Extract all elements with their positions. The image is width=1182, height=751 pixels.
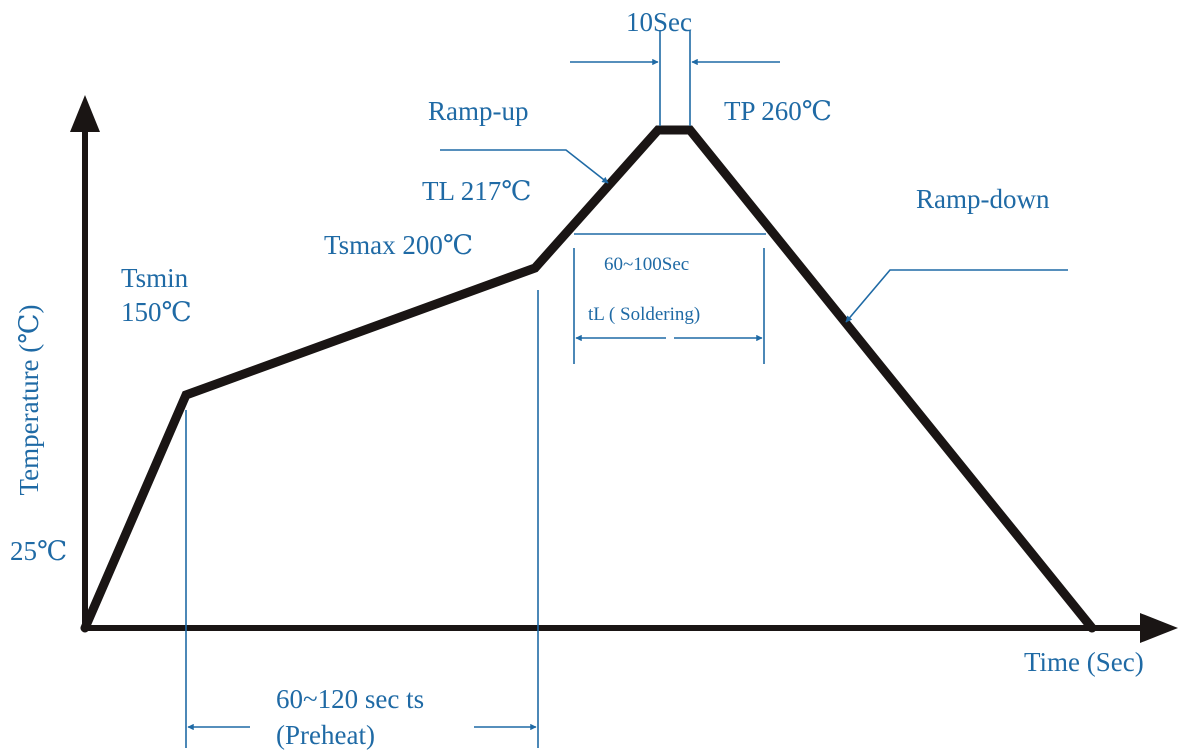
ramp-up-label: Ramp-up xyxy=(428,96,529,126)
preheat-time-label: 60~120 sec ts xyxy=(276,684,424,714)
preheat-name-label: (Preheat) xyxy=(276,720,375,750)
y-axis-arrowhead xyxy=(70,95,100,132)
tp-label: TP 260℃ xyxy=(724,96,832,126)
temperature-profile-curve xyxy=(80,125,1097,633)
tsmin-label-line1: Tsmin xyxy=(121,263,189,293)
liquidus-name-label: tL ( Soldering) xyxy=(588,304,700,325)
x-axis-label: Time (Sec) xyxy=(1024,647,1144,677)
tsmin-label-line2: 150℃ xyxy=(121,297,192,327)
dimension-arrows xyxy=(187,58,1068,731)
ramp-down-label: Ramp-down xyxy=(916,184,1050,214)
y-axis-label: Temperature (℃) xyxy=(14,305,44,496)
ramp-up-leader-arrow xyxy=(440,149,609,184)
liquidus-time-label: 60~100Sec xyxy=(604,254,689,275)
tl-label: TL 217℃ xyxy=(422,176,531,206)
axes xyxy=(70,95,1178,643)
peak-time-label: 10Sec xyxy=(626,7,692,37)
guide-lines xyxy=(185,30,766,748)
tsmax-label: Tsmax 200℃ xyxy=(324,230,473,260)
ramp-down-leader-arrow xyxy=(845,269,1068,323)
x-axis-arrowhead xyxy=(1140,613,1178,643)
temp-25-label: 25℃ xyxy=(10,536,67,566)
